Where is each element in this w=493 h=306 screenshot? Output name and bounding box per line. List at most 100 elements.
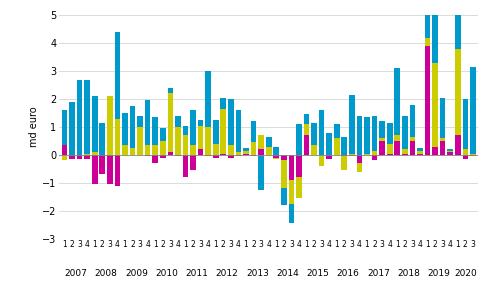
Bar [372, 155, 378, 160]
Bar [198, 149, 204, 155]
Bar [394, 135, 400, 141]
Bar [145, 145, 150, 155]
Bar [160, 129, 166, 141]
Bar [236, 155, 241, 156]
Bar [236, 152, 241, 155]
Bar [243, 148, 249, 151]
Bar [220, 98, 226, 109]
Bar [175, 127, 181, 155]
Bar [410, 141, 415, 155]
Bar [77, 155, 82, 159]
Text: 2018: 2018 [397, 269, 420, 278]
Bar [62, 155, 67, 160]
Bar [114, 32, 120, 119]
Bar [92, 96, 98, 152]
Text: 2016: 2016 [337, 269, 359, 278]
Bar [319, 155, 324, 166]
Bar [394, 68, 400, 135]
Bar [296, 177, 302, 198]
Bar [114, 119, 120, 155]
Bar [145, 155, 150, 156]
Bar [206, 155, 211, 156]
Text: 2008: 2008 [95, 269, 117, 278]
Bar [356, 116, 362, 155]
Bar [410, 137, 415, 141]
Bar [455, 49, 460, 135]
Bar [107, 155, 113, 184]
Bar [402, 154, 408, 155]
Bar [470, 67, 476, 154]
Bar [462, 149, 468, 155]
Bar [274, 158, 279, 159]
Bar [334, 124, 340, 138]
Bar [379, 138, 385, 141]
Bar [387, 154, 392, 155]
Bar [107, 96, 113, 155]
Bar [432, 147, 438, 155]
Text: 2014: 2014 [276, 269, 299, 278]
Bar [213, 120, 218, 144]
Bar [319, 110, 324, 155]
Bar [251, 121, 256, 142]
Bar [198, 125, 204, 149]
Bar [387, 144, 392, 154]
Bar [417, 151, 423, 154]
Bar [258, 155, 264, 190]
Bar [228, 99, 234, 145]
Bar [122, 145, 128, 155]
Bar [311, 123, 317, 145]
Bar [77, 80, 82, 155]
Bar [228, 145, 234, 155]
Bar [424, 38, 430, 46]
Bar [372, 151, 378, 155]
Bar [182, 125, 188, 135]
Bar [462, 155, 468, 159]
Bar [137, 127, 143, 155]
Text: 2015: 2015 [307, 269, 329, 278]
Bar [243, 151, 249, 154]
Bar [296, 155, 302, 177]
Bar [236, 110, 241, 152]
Bar [206, 71, 211, 127]
Bar [379, 121, 385, 138]
Bar [100, 123, 105, 155]
Bar [470, 155, 476, 156]
Bar [206, 127, 211, 155]
Bar [190, 145, 196, 155]
Bar [175, 155, 181, 156]
Text: 2017: 2017 [367, 269, 390, 278]
Bar [122, 113, 128, 145]
Bar [281, 160, 286, 188]
Bar [342, 156, 347, 170]
Bar [228, 155, 234, 158]
Bar [69, 155, 75, 159]
Bar [447, 152, 453, 155]
Bar [288, 180, 294, 204]
Bar [160, 141, 166, 155]
Bar [137, 116, 143, 127]
Bar [62, 145, 67, 155]
Bar [311, 145, 317, 155]
Bar [387, 123, 392, 144]
Bar [470, 154, 476, 155]
Bar [220, 109, 226, 154]
Bar [342, 155, 347, 156]
Bar [251, 142, 256, 155]
Bar [130, 106, 136, 148]
Text: 2010: 2010 [155, 269, 178, 278]
Bar [356, 155, 362, 163]
Bar [326, 155, 332, 159]
Bar [182, 135, 188, 155]
Bar [62, 110, 67, 145]
Bar [440, 138, 446, 141]
Bar [160, 155, 166, 158]
Bar [198, 120, 204, 125]
Bar [334, 138, 340, 155]
Bar [288, 155, 294, 180]
Y-axis label: md euro: md euro [29, 107, 39, 147]
Text: 2019: 2019 [427, 269, 450, 278]
Bar [190, 110, 196, 145]
Bar [145, 100, 150, 145]
Bar [402, 149, 408, 154]
Bar [342, 137, 347, 155]
